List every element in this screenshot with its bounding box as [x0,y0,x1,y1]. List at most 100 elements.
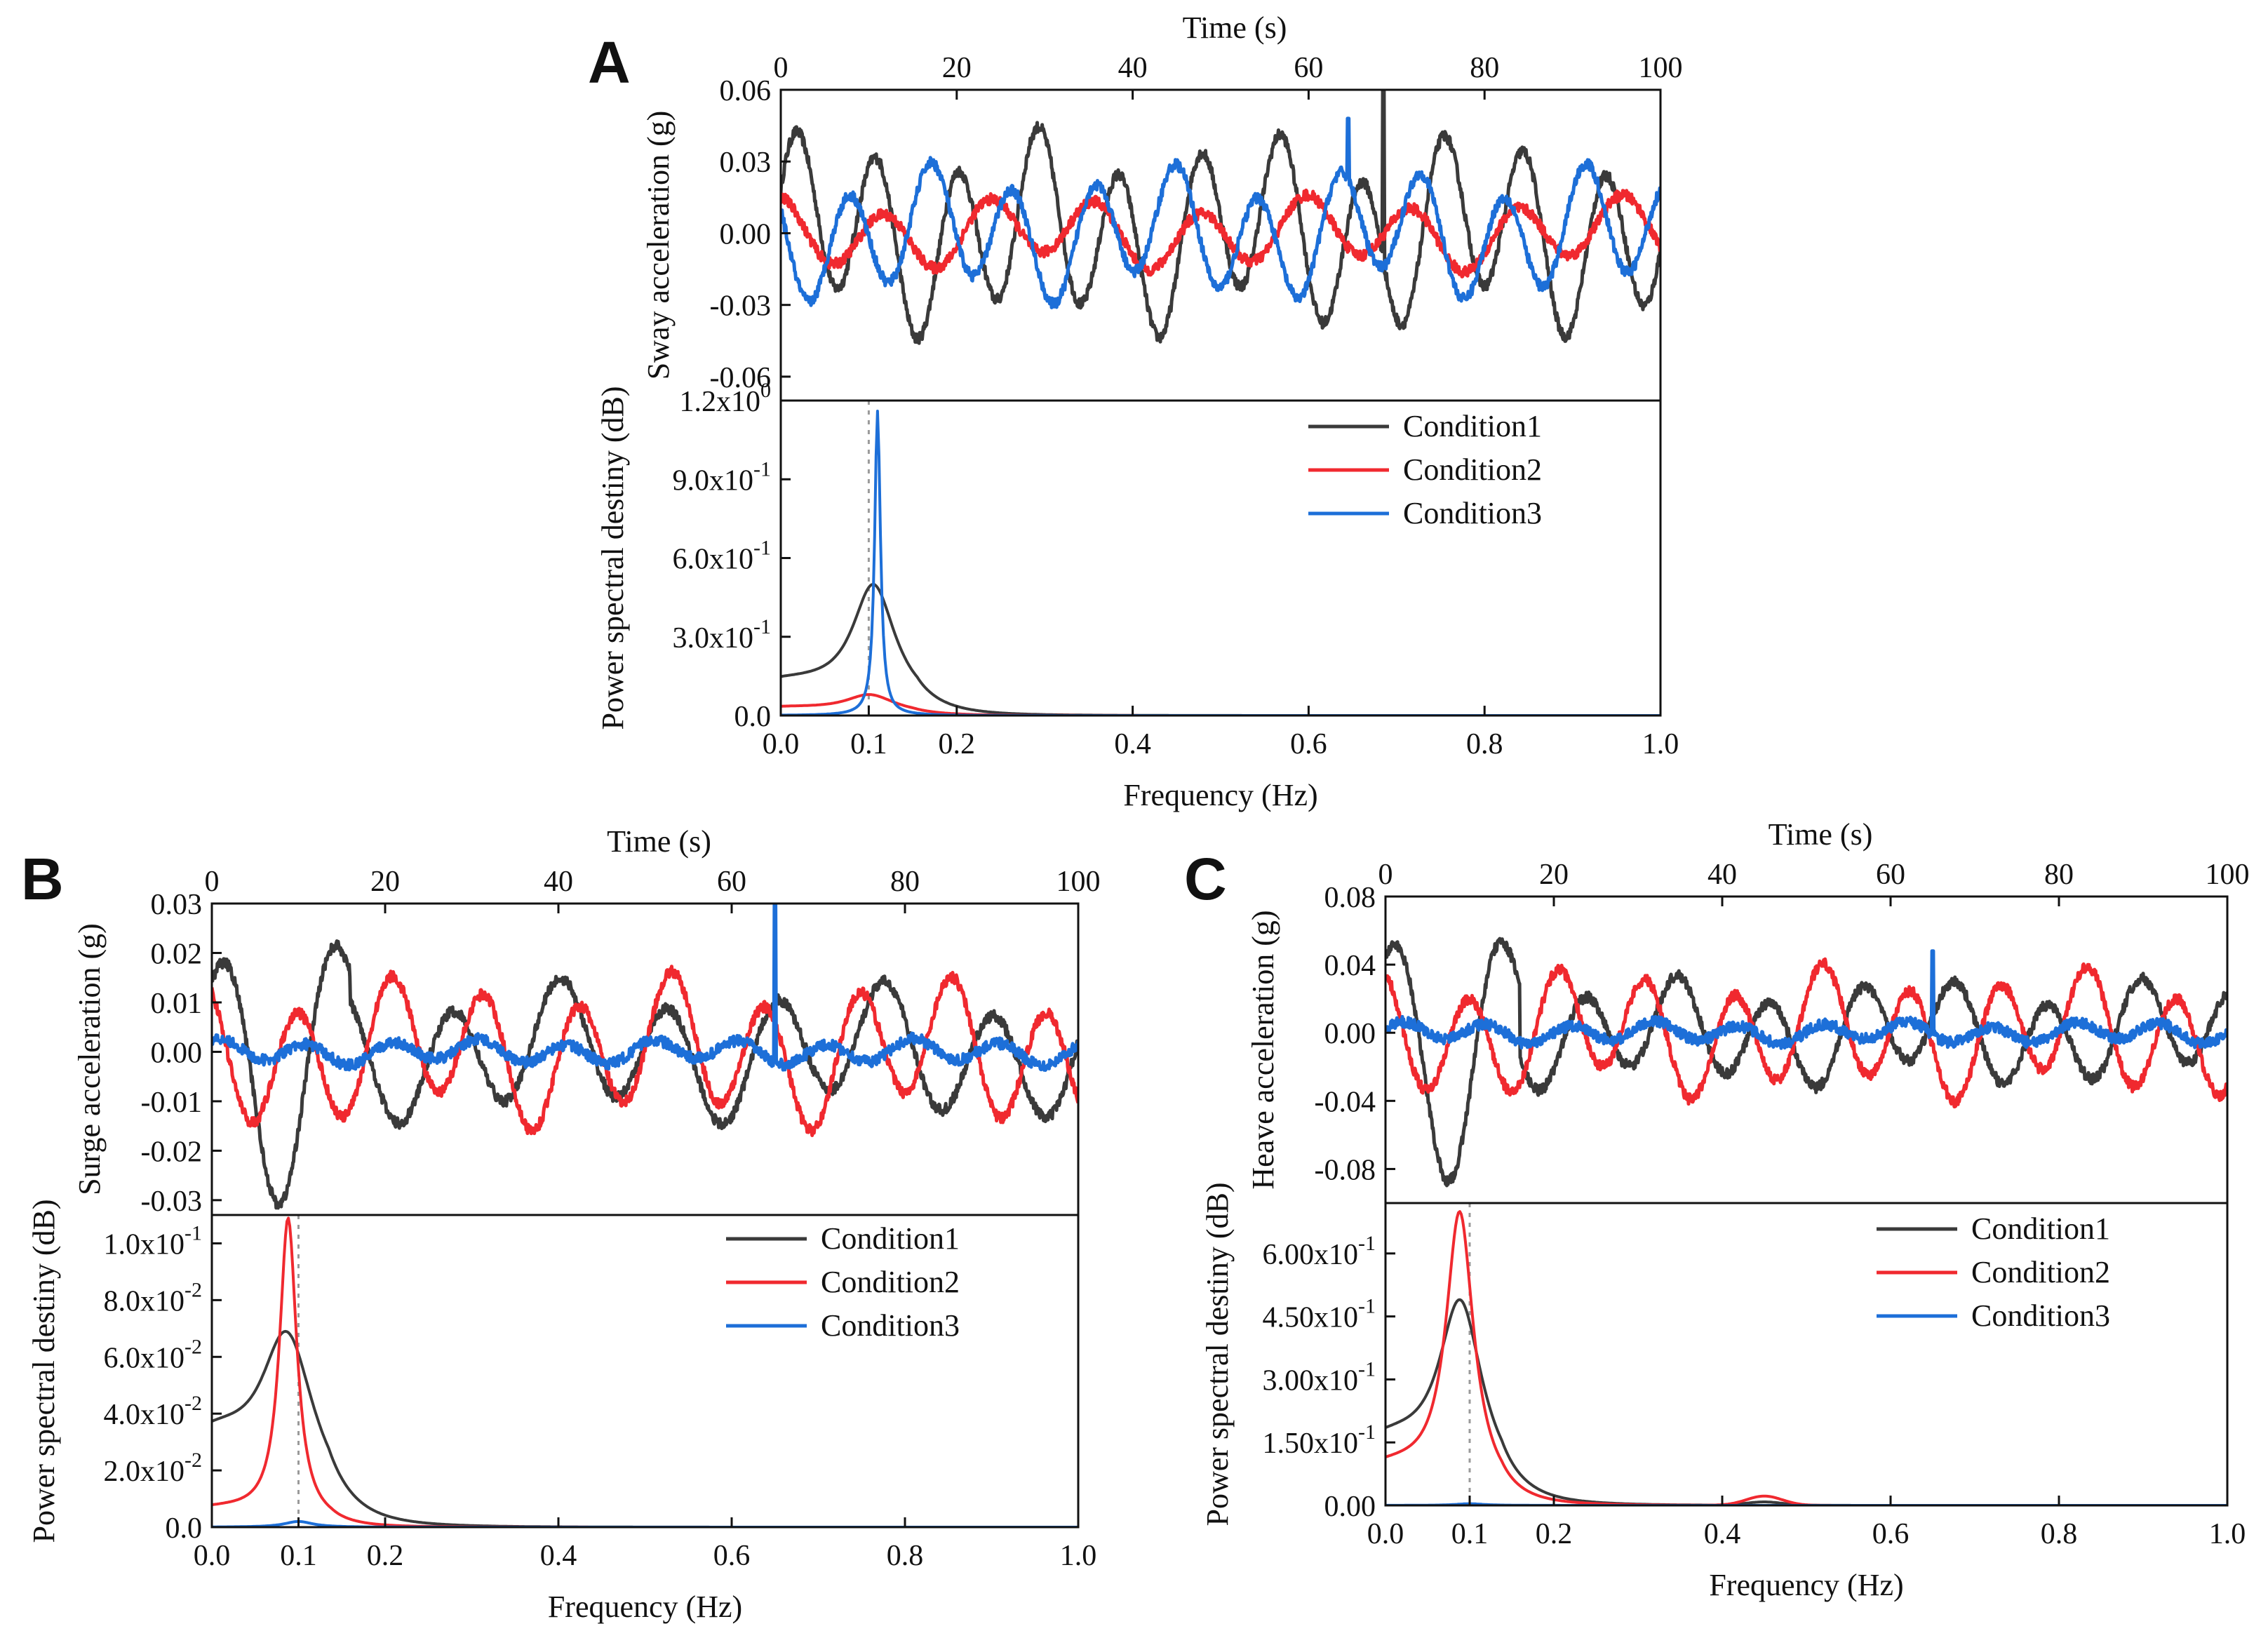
y-tick-label: 0.00 [1324,1018,1376,1050]
x-tick-label: 0.1 [850,728,887,760]
x-tick-label: 60 [1294,52,1323,84]
y-tick-label: 4.50x10-1 [1263,1295,1376,1334]
x-tick-label: 40 [1118,52,1148,84]
series-condition2-time-line [212,965,1078,1137]
series-condition1-time-line [1385,936,2227,1188]
series-condition1-psd-line [781,582,1660,716]
y-tick-label: 0.0 [166,1512,203,1545]
x-tick-label: 1.0 [1642,728,1679,760]
legend: Condition1 Condition2 Condition3 [1877,1211,2110,1333]
y-axis-title: Power spectral destiny (dB) [1200,1183,1235,1526]
y-tick-label: -0.03 [141,1186,203,1218]
x-tick-label: 0.2 [367,1540,404,1572]
y-tick-label: -0.03 [710,290,772,323]
y-tick-label: 6.0x10-1 [673,537,772,576]
x-tick-label: 40 [1707,859,1737,891]
x-tick-label: 0.2 [939,728,976,760]
y-tick-label: 0.03 [151,889,203,921]
y-tick-label: 9.0x10-1 [673,457,772,497]
x-axis-title: Time (s) [1769,817,1873,852]
y-tick-label: 0.0 [734,701,772,733]
y-axis-title: Sway acceleration (g) [641,111,676,380]
y-axis-title: Power spectral destiny (dB) [596,387,630,730]
y-tick-label: 0.03 [720,147,772,179]
y-tick-label: 6.0x10-2 [104,1335,203,1374]
y-tick-label: 1.2x100 [680,379,772,418]
legend: Condition1 Condition2 Condition3 [726,1221,960,1343]
legend-label: Condition1 [1971,1211,2110,1246]
x-tick-label: 80 [890,866,920,898]
panel-letter-C: C [1184,846,1227,912]
series-condition3-psd-line [781,410,1660,716]
x-tick-label: 0.4 [540,1540,577,1572]
legend-label: Condition2 [1971,1255,2110,1289]
x-tick-label: 0.8 [2041,1518,2078,1550]
y-tick-label: 0.00 [1324,1491,1376,1523]
legend-label: Condition1 [1403,409,1542,443]
x-tick-label: 0.0 [763,728,800,760]
y-tick-label: -0.04 [1315,1086,1376,1118]
panel-B-time-plot: 0 20 40 60 80 100 Time (s) -0.03 -0.02 -0.01 0.00 0… [72,824,1101,1218]
x-tick-label: 0 [205,866,220,898]
x-tick-label: 100 [1639,52,1683,84]
x-tick-label: 60 [1876,859,1905,891]
y-axis-title: Heave acceleration (g) [1246,910,1280,1189]
x-tick-label: 100 [2206,859,2250,891]
y-tick-label: -0.06 [710,362,772,394]
x-tick-label: 0.6 [1872,1518,1910,1550]
x-tick-label: 0.0 [1367,1518,1404,1550]
x-tick-label: 1.0 [2209,1518,2246,1550]
x-tick-label: 0.2 [1536,1518,1573,1550]
y-tick-label: -0.01 [141,1087,203,1119]
y-tick-label: 0.04 [1324,950,1376,982]
x-axis-title: Time (s) [607,824,711,859]
x-tick-label: 1.0 [1060,1540,1097,1572]
y-axis-title: Power spectral destiny (dB) [27,1200,61,1543]
panel-A-time-plot: 0 20 40 60 80 100 Time (s) -0.06 -0.03 0.00 0.03 0.… [641,11,1683,402]
panel-C-time-plot: 0 20 40 60 80 100 Time (s) -0.08 -0.04 0.00 0.04 0.… [1246,817,2250,1204]
legend-label: Condition3 [1403,496,1542,530]
panel-letter-B: B [21,846,64,912]
y-tick-label: 0.00 [720,218,772,250]
legend-label: Condition3 [821,1308,960,1343]
x-axis-title: Frequency (Hz) [548,1590,742,1624]
panel-B-psd-frame [210,1214,1080,1529]
legend-label: Condition3 [1971,1298,2110,1333]
x-tick-label: 0.0 [194,1540,231,1572]
x-tick-label: 0.8 [1466,728,1503,760]
x-tick-label: 0.4 [1704,1518,1741,1550]
series-condition3-time-line [1385,949,2227,1050]
x-axis-title: Frequency (Hz) [1709,1568,1903,1602]
x-axis-title: Frequency (Hz) [1123,778,1317,812]
y-tick-label: 0.08 [1324,882,1376,914]
legend-label: Condition2 [1403,452,1542,487]
x-tick-label: 0.4 [1114,728,1151,760]
y-tick-label: 3.00x10-1 [1263,1357,1376,1397]
series-condition3-time-line [212,904,1078,1072]
panel-B-psd-plot: 0.0 0.1 0.2 0.4 0.6 0.8 1.0 Frequency (Hz) 0.0 2.… [27,1200,1096,1625]
x-tick-label: 0 [774,52,789,84]
panel-letter-A: A [588,29,631,95]
legend-label: Condition1 [821,1221,960,1256]
y-tick-label: 4.0x10-2 [104,1392,203,1431]
x-tick-label: 0.1 [1451,1518,1489,1550]
series-condition1-psd-line [212,1329,1078,1527]
y-tick-label: 0.02 [151,938,203,970]
legend: Condition1 Condition2 Condition3 [1308,409,1542,530]
series-condition1-time-line [781,90,1660,345]
x-tick-label: 60 [717,866,746,898]
y-tick-label: 2.0x10-2 [104,1449,203,1488]
x-tick-label: 0.6 [713,1540,751,1572]
x-tick-label: 0 [1378,859,1393,891]
y-tick-label: 0.06 [720,75,772,107]
x-tick-label: 20 [370,866,400,898]
series-condition2-psd-line [212,1216,1078,1527]
y-tick-label: 6.00x10-1 [1263,1232,1376,1271]
x-tick-label: 0.8 [887,1540,924,1572]
x-tick-label: 40 [544,866,573,898]
x-tick-label: 80 [2044,859,2074,891]
series-condition2-psd-line [781,693,1660,716]
y-tick-label: 0.01 [151,988,203,1020]
y-tick-label: 1.0x10-1 [104,1221,203,1261]
